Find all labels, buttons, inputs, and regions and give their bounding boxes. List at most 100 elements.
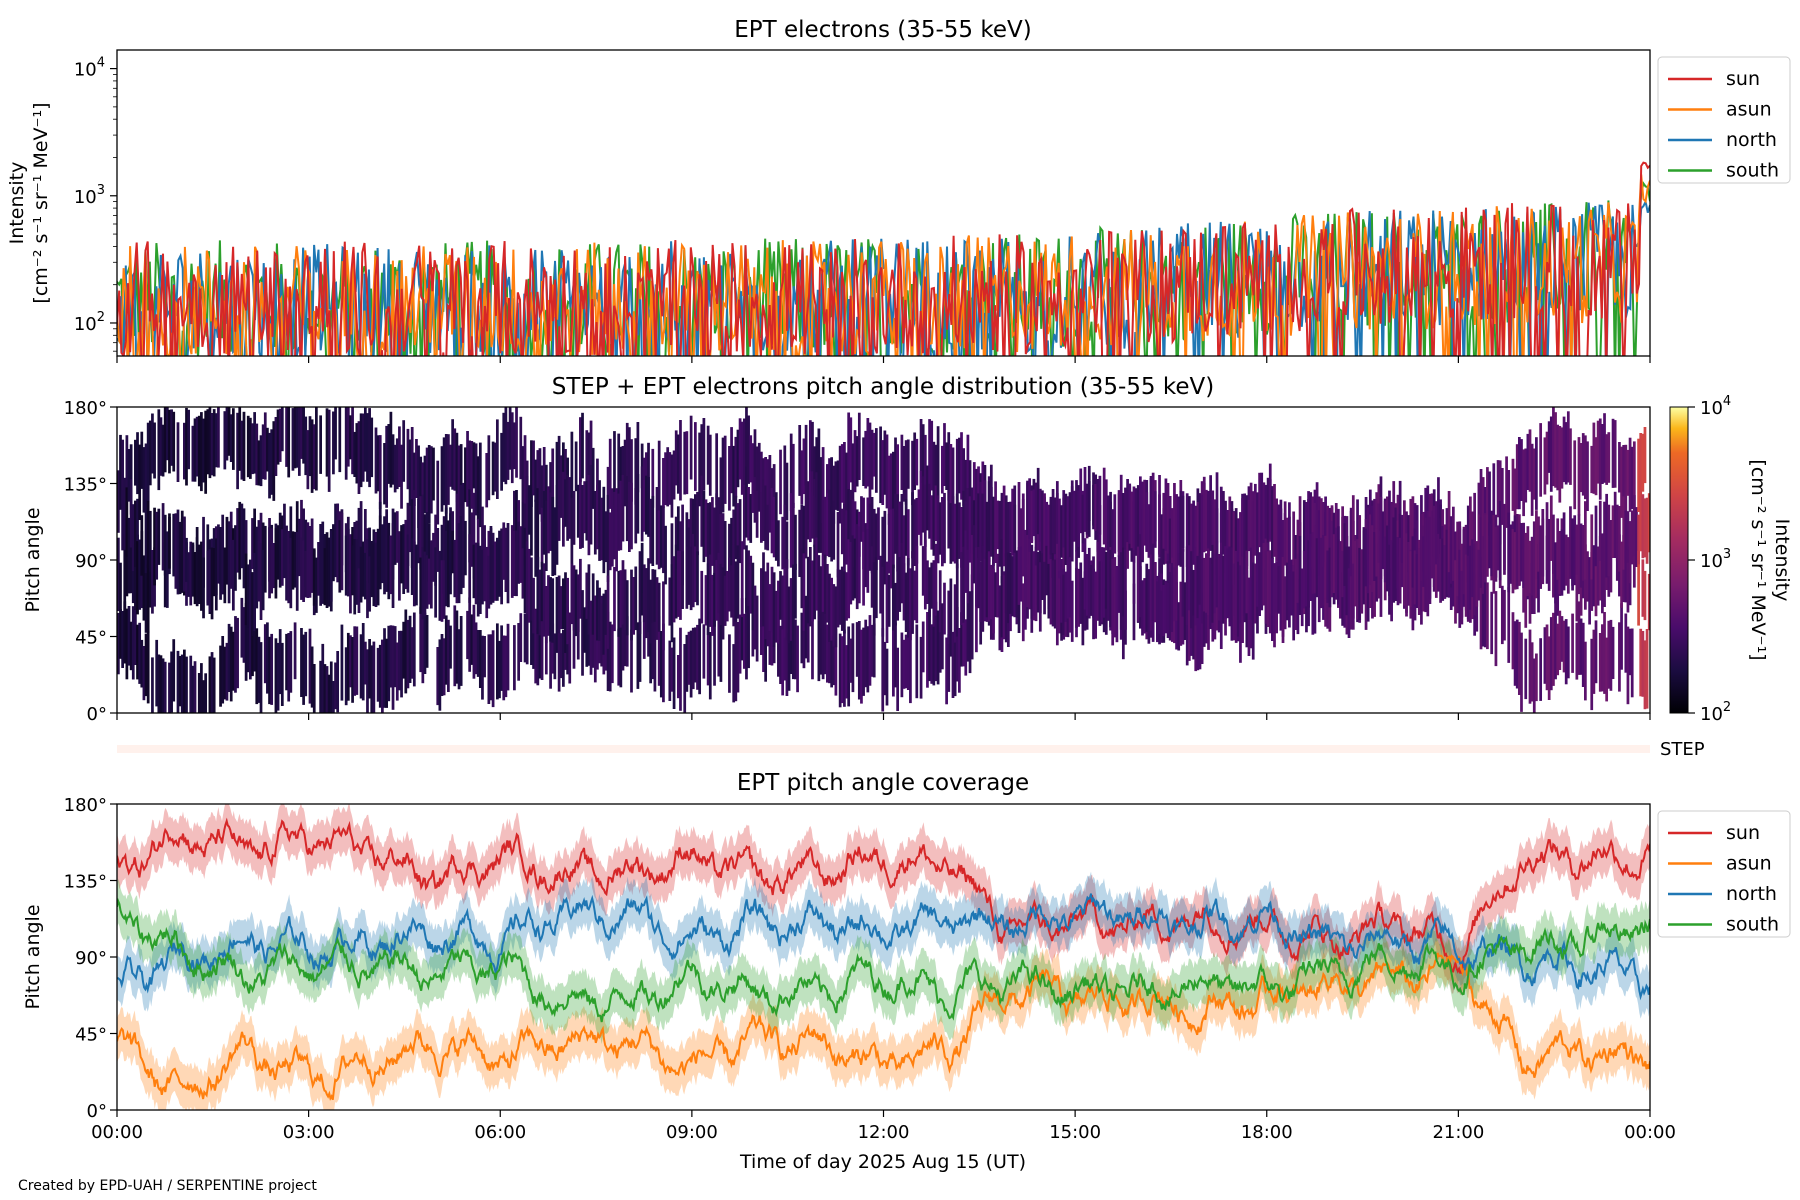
heatmap-cell bbox=[621, 618, 625, 671]
heatmap-cell bbox=[1637, 514, 1640, 565]
heatmap-cell bbox=[557, 628, 561, 692]
heatmap-cell bbox=[989, 487, 993, 557]
heatmap-cell bbox=[257, 540, 261, 602]
heatmap-cell bbox=[708, 632, 712, 700]
heatmap-cell bbox=[315, 557, 318, 613]
panel3-yticks: 0°45°90°135°180° bbox=[64, 795, 117, 1122]
heatmap-cell bbox=[1351, 520, 1355, 584]
heatmap-cell bbox=[791, 502, 795, 568]
y-tick-label: 180° bbox=[64, 398, 107, 419]
heatmap-cell bbox=[327, 409, 331, 492]
heatmap-cell bbox=[857, 412, 861, 480]
heatmap-cell bbox=[734, 616, 738, 702]
heatmap-cell bbox=[223, 411, 227, 470]
heatmap-cell bbox=[525, 541, 529, 614]
heatmap-cell bbox=[651, 606, 655, 680]
heatmap-cell bbox=[485, 546, 489, 619]
heatmap-cell bbox=[474, 443, 478, 516]
heatmap-cell bbox=[687, 527, 691, 605]
heatmap-cell bbox=[1034, 546, 1038, 622]
heatmap-cell bbox=[355, 626, 359, 695]
heatmap-cell bbox=[1224, 546, 1227, 619]
heatmap-cell bbox=[938, 570, 942, 633]
heatmap-cell bbox=[538, 448, 542, 515]
heatmap-cell bbox=[442, 437, 446, 506]
heatmap-cell bbox=[1006, 502, 1010, 556]
heatmap-cell bbox=[1051, 560, 1055, 627]
heatmap-cell bbox=[506, 421, 510, 480]
heatmap-cell bbox=[1277, 504, 1281, 567]
heatmap-cell bbox=[621, 474, 625, 542]
heatmap-cell bbox=[1579, 618, 1583, 675]
heatmap-cell bbox=[821, 447, 825, 523]
heatmap-cell bbox=[666, 447, 670, 507]
heatmap-cell bbox=[962, 546, 966, 623]
heatmap-cell bbox=[383, 529, 386, 595]
heatmap-cell bbox=[1215, 472, 1219, 544]
heatmap-cell bbox=[819, 566, 823, 629]
heatmap-cell bbox=[457, 629, 461, 690]
heatmap-cell bbox=[208, 656, 212, 713]
heatmap-cell bbox=[721, 567, 725, 640]
heatmap-cell bbox=[904, 499, 908, 556]
heatmap-cell bbox=[913, 499, 917, 566]
heatmap-cell bbox=[242, 607, 246, 663]
heatmap-cell bbox=[747, 487, 750, 541]
heatmap-cell bbox=[630, 569, 633, 641]
heatmap-cell bbox=[1492, 463, 1496, 534]
heatmap-cell bbox=[1556, 623, 1560, 676]
heatmap-cell bbox=[647, 477, 650, 537]
heatmap-cell bbox=[1094, 571, 1098, 639]
heatmap-cell bbox=[140, 639, 144, 688]
heatmap-cell bbox=[760, 568, 763, 627]
heatmap-cell bbox=[1349, 576, 1353, 630]
heatmap-cell bbox=[1196, 596, 1200, 671]
heatmap-cell bbox=[285, 525, 288, 601]
heatmap-cell bbox=[1100, 547, 1104, 623]
heatmap-cell bbox=[1466, 555, 1470, 620]
heatmap-cell bbox=[593, 491, 597, 555]
heatmap-cell bbox=[259, 543, 263, 620]
heatmap-cell bbox=[600, 603, 604, 667]
heatmap-cell bbox=[625, 616, 629, 667]
heatmap-cell bbox=[457, 523, 461, 604]
heatmap-cell bbox=[406, 619, 410, 689]
heatmap-cell bbox=[464, 447, 467, 503]
heatmap-cell bbox=[180, 510, 184, 593]
heatmap-cell bbox=[728, 634, 731, 693]
heatmap-cell bbox=[926, 465, 929, 531]
heatmap-cell bbox=[1407, 542, 1411, 606]
heatmap-cell bbox=[902, 639, 906, 689]
heatmap-cell bbox=[172, 513, 176, 577]
heatmap-cell bbox=[930, 624, 934, 684]
heatmap-cell bbox=[1383, 536, 1387, 583]
heatmap-cell bbox=[651, 569, 655, 623]
heatmap-cell bbox=[1187, 607, 1191, 661]
heatmap-cell bbox=[602, 593, 606, 655]
heatmap-cell bbox=[868, 503, 872, 571]
heatmap-cell bbox=[217, 407, 220, 468]
heatmap-cell bbox=[1581, 622, 1585, 687]
heatmap-cell bbox=[444, 530, 448, 607]
heatmap-cell bbox=[349, 415, 352, 460]
heatmap-cell bbox=[138, 444, 142, 520]
heatmap-cell bbox=[834, 461, 838, 510]
heatmap-cell bbox=[280, 407, 284, 452]
heatmap-cell bbox=[1232, 563, 1236, 616]
heatmap-cell bbox=[310, 419, 314, 493]
heatmap-cell bbox=[764, 485, 767, 550]
heatmap-cell bbox=[1198, 553, 1202, 605]
heatmap-cell bbox=[589, 420, 593, 487]
heatmap-cell bbox=[909, 568, 912, 641]
heatmap-cell bbox=[853, 501, 857, 568]
heatmap-cell bbox=[363, 641, 367, 685]
heatmap-cell bbox=[329, 531, 333, 602]
heatmap-cell bbox=[789, 493, 793, 568]
heatmap-cell bbox=[402, 524, 406, 594]
heatmap-cell bbox=[694, 494, 697, 575]
heatmap-cell bbox=[1230, 547, 1234, 620]
heatmap-cell bbox=[1334, 527, 1338, 600]
heatmap-cell bbox=[510, 412, 514, 484]
heatmap-cell bbox=[502, 526, 506, 580]
heatmap-cell bbox=[1607, 620, 1611, 689]
